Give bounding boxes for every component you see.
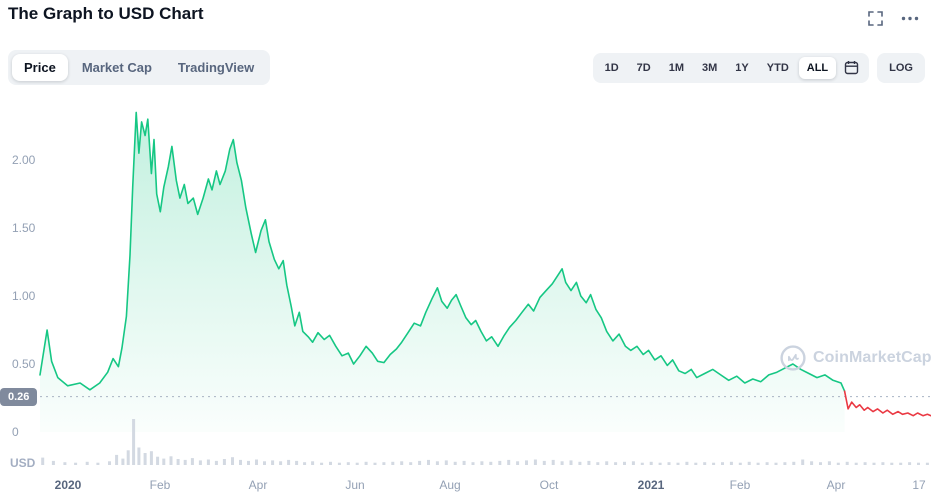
- x-axis-label: Feb: [729, 478, 751, 492]
- x-axis-label: Feb: [149, 478, 171, 492]
- x-axis-label: 2021: [637, 478, 665, 492]
- x-axis-label: Jun: [345, 478, 365, 492]
- page-title: The Graph to USD Chart: [8, 4, 204, 23]
- range-ytd[interactable]: YTD: [759, 57, 797, 79]
- range-1d[interactable]: 1D: [597, 57, 627, 79]
- x-axis-label: Apr: [826, 478, 846, 492]
- tab-tradingview[interactable]: TradingView: [166, 54, 266, 81]
- fullscreen-button[interactable]: [868, 11, 883, 26]
- range-1m[interactable]: 1M: [661, 57, 692, 79]
- coinmarketcap-logo-icon: [780, 345, 806, 371]
- log-scale-button[interactable]: LOG: [881, 57, 921, 79]
- range-1y[interactable]: 1Y: [727, 57, 756, 79]
- y-axis-label: 0.50: [12, 357, 36, 371]
- more-options-button[interactable]: [901, 16, 919, 21]
- x-axis-label: 17: [912, 478, 926, 492]
- fullscreen-icon: [868, 11, 883, 26]
- y-axis-label: 1.00: [12, 289, 36, 303]
- chart-header: The Graph to USD Chart: [0, 0, 931, 26]
- range-controls: 1D 7D 1M 3M 1Y YTD ALL LOG: [592, 52, 925, 83]
- range-3m[interactable]: 3M: [694, 57, 725, 79]
- x-axis-label: Aug: [439, 478, 461, 492]
- range-all[interactable]: ALL: [798, 56, 837, 79]
- range-selector: 1D 7D 1M 3M 1Y YTD ALL: [592, 52, 870, 83]
- ellipsis-icon: [901, 16, 919, 21]
- watermark-text: CoinMarketCap: [813, 349, 931, 366]
- chart-toolbar: Price Market Cap TradingView 1D 7D 1M 3M…: [0, 26, 931, 85]
- chart-type-tabs: Price Market Cap TradingView: [8, 50, 271, 85]
- calendar-icon: [844, 60, 859, 75]
- current-price-badge: 0.26: [0, 388, 38, 406]
- header-actions: [868, 11, 919, 26]
- currency-unit-label: USD: [10, 456, 36, 470]
- tab-price[interactable]: Price: [12, 54, 68, 81]
- x-axis-label: 2020: [54, 478, 82, 492]
- y-axis-label: 1.50: [12, 221, 36, 235]
- x-axis-label: Oct: [539, 478, 559, 492]
- x-axis-label: Apr: [248, 478, 268, 492]
- coinmarketcap-watermark: CoinMarketCap: [780, 345, 931, 371]
- y-axis-label: 0: [12, 425, 19, 439]
- tab-market-cap[interactable]: Market Cap: [70, 54, 164, 81]
- range-7d[interactable]: 7D: [629, 57, 659, 79]
- scale-toggle-group: LOG: [877, 52, 925, 83]
- y-axis-label: 2.00: [12, 153, 36, 167]
- calendar-button[interactable]: [838, 57, 865, 78]
